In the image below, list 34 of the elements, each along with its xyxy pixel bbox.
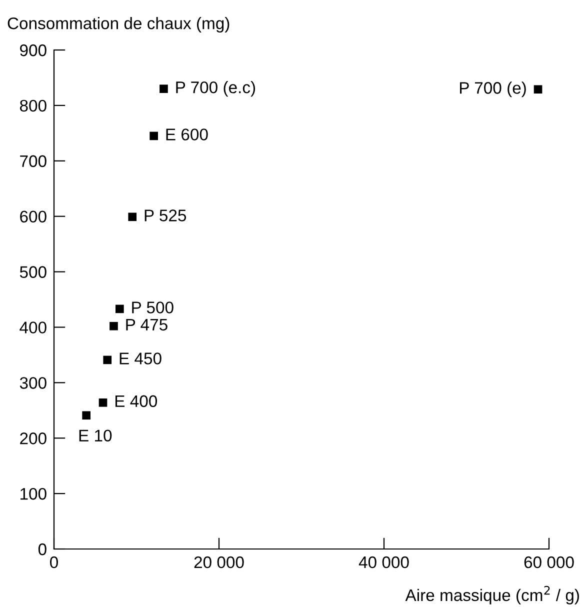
point <box>150 132 158 140</box>
annotation: P 525 <box>144 210 186 222</box>
x-tick-label: 20 000 <box>194 556 244 568</box>
annotation: P 700 (e.c) <box>176 81 256 97</box>
annotation: E 400 <box>115 395 158 408</box>
y-tick-label: 300 <box>20 377 46 389</box>
point <box>116 304 124 314</box>
y-tick-label: 900 <box>20 44 46 56</box>
y-tick-label: 400 <box>20 322 46 334</box>
point <box>110 322 118 330</box>
annotation: P 475 <box>126 318 168 331</box>
annotation: E 10 <box>79 430 112 442</box>
y-tick-label: 700 <box>20 155 46 168</box>
point <box>82 411 91 420</box>
y-tick-label: 100 <box>20 488 46 500</box>
annotation: P 700 (e) <box>460 82 526 98</box>
y-tick-label: 800 <box>20 100 46 112</box>
y-tick-label: 200 <box>20 432 46 444</box>
y-axis-title: Consommation de chaux (mg) <box>8 17 230 33</box>
y-tick-label: 500 <box>20 266 46 278</box>
point <box>160 84 168 93</box>
y-tick-label: 600 <box>20 210 46 223</box>
point <box>98 398 108 407</box>
x-tick-label: 40 000 <box>358 556 409 568</box>
x-tick-label: 0 <box>50 556 58 568</box>
point <box>534 85 542 94</box>
point <box>128 212 137 222</box>
annotation: P 500 <box>132 302 174 314</box>
x-axis-title: Aire massique (cm$^{2}$ / g) <box>405 586 579 604</box>
annotation: E 600 <box>166 128 208 140</box>
y-tick-label: 0 <box>38 543 46 556</box>
annotation: E 450 <box>120 352 162 364</box>
point <box>103 356 112 364</box>
x-tick-label: 60 000 <box>524 556 574 568</box>
